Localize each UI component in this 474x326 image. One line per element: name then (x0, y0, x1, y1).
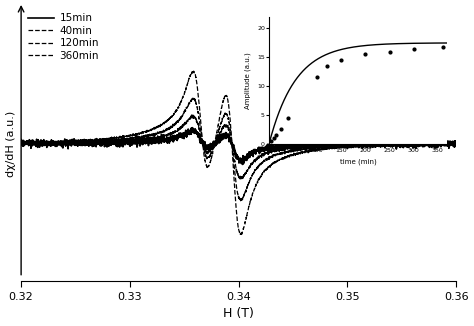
120min (398, 143, 404, 147)
15min (240, 162, 246, 166)
40min (68, 140, 73, 144)
120min (191, 96, 197, 100)
40min (445, 141, 451, 144)
15min (190, 126, 195, 130)
15min (185, 130, 191, 134)
40min (398, 142, 404, 146)
360min (68, 139, 73, 143)
15min (18, 141, 24, 145)
360min (18, 141, 24, 145)
120min (185, 105, 191, 109)
120min (94, 141, 100, 144)
360min (453, 141, 459, 145)
120min (204, 156, 210, 160)
15min (453, 141, 459, 145)
40min (18, 141, 24, 145)
360min (239, 232, 245, 236)
360min (445, 142, 451, 146)
360min (190, 69, 195, 73)
40min (204, 152, 210, 156)
360min (185, 81, 191, 84)
40min (94, 141, 100, 144)
Y-axis label: dχ/dH (a.u.): dχ/dH (a.u.) (6, 111, 16, 177)
Line: 40min: 40min (21, 115, 456, 179)
15min (398, 145, 404, 149)
15min (445, 144, 451, 148)
120min (445, 143, 451, 147)
120min (238, 199, 244, 203)
40min (185, 119, 191, 123)
Line: 15min: 15min (21, 128, 456, 164)
360min (204, 165, 210, 169)
15min (94, 141, 100, 145)
360min (398, 143, 404, 147)
40min (237, 177, 243, 181)
Legend: 15min, 40min, 120min, 360min: 15min, 40min, 120min, 360min (27, 11, 101, 63)
40min (189, 113, 195, 117)
120min (18, 141, 24, 145)
X-axis label: H (T): H (T) (223, 307, 254, 320)
Line: 120min: 120min (21, 98, 456, 201)
Line: 360min: 360min (21, 71, 456, 234)
120min (68, 141, 73, 145)
120min (453, 142, 459, 146)
40min (453, 141, 459, 145)
360min (94, 138, 100, 142)
15min (68, 141, 73, 145)
15min (204, 147, 210, 151)
